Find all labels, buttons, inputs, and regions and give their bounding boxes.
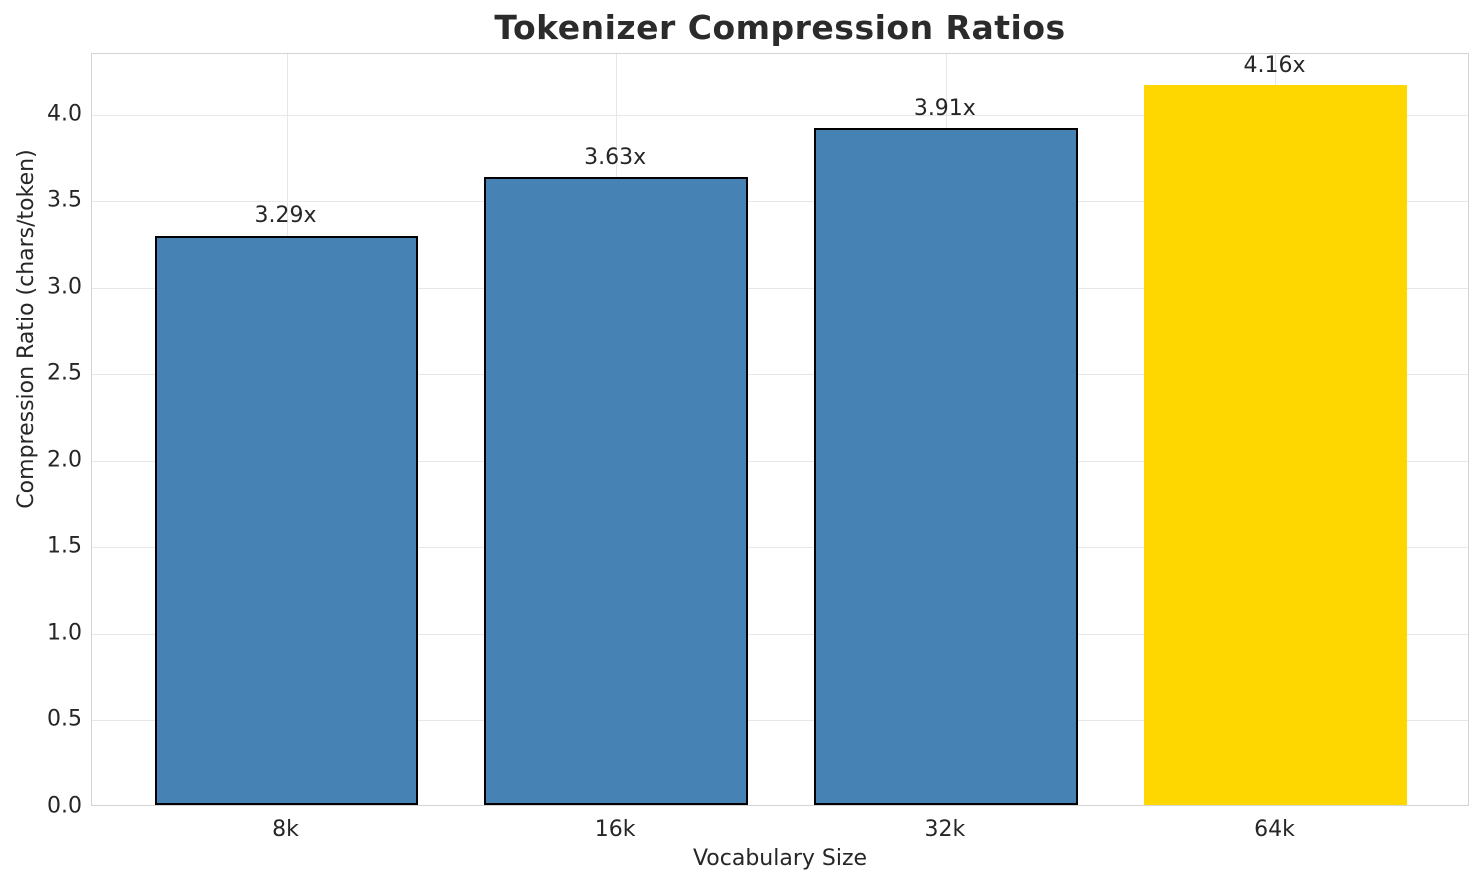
bar-16k [484,176,749,805]
xtick-label-64k: 64k [1254,817,1295,842]
ytick-label-4.0: 4.0 [47,101,82,127]
ytick-label-1.5: 1.5 [47,533,82,559]
plot-area [91,53,1469,806]
bar-64k [1143,84,1408,805]
ytick-label-0.5: 0.5 [47,706,82,732]
bar-value-label-32k: 3.91x [913,96,976,122]
h-gridline-2 [92,460,1468,462]
y-axis-label: Compression Ratio (chars/token) [14,149,39,509]
bar-value-label-16k: 3.63x [584,144,647,170]
ytick-label-3.5: 3.5 [47,187,82,213]
h-gridline-2.5 [92,374,1468,376]
bar-value-label-64k: 4.16x [1243,52,1306,78]
h-gridline-0.5 [92,720,1468,722]
chart-title: Tokenizer Compression Ratios [494,8,1066,47]
ytick-label-2.0: 2.0 [47,447,82,473]
ytick-label-1.0: 1.0 [47,620,82,646]
h-gridline-4 [92,114,1468,116]
xtick-label-8k: 8k [272,817,299,842]
h-gridline-1 [92,633,1468,635]
h-gridline-3 [92,287,1468,289]
ytick-label-0.0: 0.0 [47,793,82,819]
bar-8k [154,235,419,805]
bar-value-label-8k: 3.29x [254,203,317,229]
bar-32k [813,128,1078,805]
x-axis-label: Vocabulary Size [692,846,868,871]
h-gridline-3.5 [92,201,1468,203]
xtick-label-32k: 32k [924,817,966,842]
h-gridline-1.5 [92,547,1468,549]
ytick-label-2.5: 2.5 [47,360,82,386]
ytick-label-3.0: 3.0 [47,274,82,300]
xtick-label-16k: 16k [594,817,636,842]
